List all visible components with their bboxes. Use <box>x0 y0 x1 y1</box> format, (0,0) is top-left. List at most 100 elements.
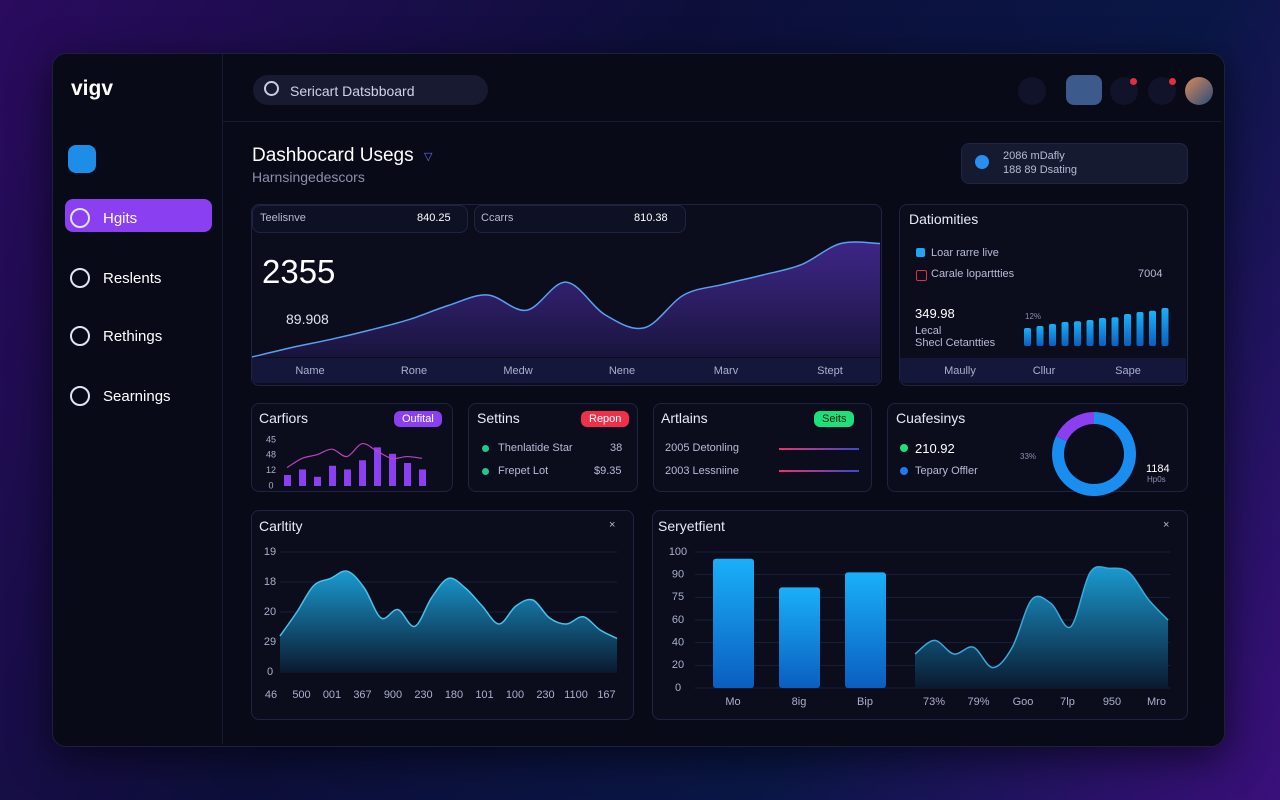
nav-icon <box>70 326 90 346</box>
status-icon <box>975 155 989 169</box>
line <box>286 443 423 469</box>
x-tick-label: Mro <box>1147 696 1166 708</box>
x-tick-label: Cllur <box>1033 365 1056 377</box>
dot <box>900 444 908 452</box>
y-tick-label: 48 <box>266 450 276 460</box>
bar <box>845 572 886 688</box>
bar <box>1161 308 1169 346</box>
search-box[interactable] <box>253 75 488 105</box>
y-tick-label: 60 <box>672 614 684 626</box>
divider <box>222 54 223 744</box>
bar <box>1124 314 1131 346</box>
legend-swatch <box>916 270 927 281</box>
row-value: 38 <box>610 442 623 454</box>
row-label: 2005 Detonling <box>665 442 740 454</box>
close-button[interactable]: × <box>1163 519 1170 531</box>
bar <box>1086 320 1094 346</box>
bar <box>1036 326 1044 346</box>
big-number: 2355 <box>262 253 336 290</box>
card <box>887 403 1188 492</box>
nav-icon <box>70 268 90 288</box>
y-tick-label: 20 <box>672 659 684 671</box>
nav-item[interactable]: Searnings <box>103 388 171 405</box>
progress <box>779 448 859 450</box>
x-tick-label: 100 <box>506 689 524 701</box>
badge[interactable]: Seits <box>814 411 855 427</box>
x-tick-label: Medw <box>503 365 532 377</box>
y-tick-label: 0 <box>267 666 273 678</box>
row-value: $9.35 <box>594 465 622 477</box>
nav-item[interactable]: Hgits <box>103 210 138 227</box>
panel-label: Lecal <box>915 325 942 337</box>
usage-panel <box>899 204 1188 386</box>
stat-value: 810.38 <box>634 212 668 224</box>
x-tick-label: 950 <box>1103 696 1121 708</box>
logo: vigv <box>71 77 114 100</box>
nav-item[interactable]: Rethings <box>103 328 163 345</box>
bar <box>299 469 306 486</box>
upload-button[interactable] <box>1066 75 1102 105</box>
home-button[interactable] <box>1018 77 1046 105</box>
x-tick-label: 180 <box>445 689 463 701</box>
dot <box>482 445 489 452</box>
bar <box>1049 324 1056 346</box>
area-line <box>251 241 881 358</box>
page-subtitle: Harnsingedescors <box>252 169 365 185</box>
y-tick-label: 100 <box>669 546 687 558</box>
x-tick-label: 1100 <box>564 689 588 701</box>
bar <box>1099 318 1106 346</box>
status-line: 2086 mDafly <box>1003 150 1065 162</box>
status-card[interactable] <box>961 143 1188 184</box>
bar <box>779 587 820 688</box>
nav-icon <box>70 386 90 406</box>
legend-entry: Loar rarre live <box>931 247 999 259</box>
x-tick-label: 230 <box>414 689 432 701</box>
bar <box>1136 312 1144 346</box>
bar <box>404 463 411 486</box>
x-tick-label: 167 <box>597 689 615 701</box>
legend-value: 7004 <box>1138 268 1163 280</box>
badge[interactable]: Oufital <box>394 411 442 427</box>
donut-note: Hp0s <box>1147 475 1166 484</box>
x-tick-label: Nene <box>609 365 635 377</box>
bar <box>419 469 426 486</box>
title-caret[interactable]: ▽ <box>424 151 433 163</box>
x-tick-label: Sape <box>1115 365 1141 377</box>
donut-segment <box>1056 412 1095 442</box>
bar <box>1149 310 1156 346</box>
x-tick-label: 79% <box>967 696 989 708</box>
x-tick-label: 73% <box>923 696 945 708</box>
x-tick-label: 46 <box>265 689 277 701</box>
badge[interactable]: Repon <box>581 411 630 427</box>
avatar[interactable] <box>1185 77 1213 105</box>
x-tick-label: Rone <box>401 365 427 377</box>
panel-label: Shecl Cetantties <box>915 337 996 349</box>
area <box>280 570 617 672</box>
donut-segment <box>1052 412 1136 496</box>
nav-item[interactable]: Reslents <box>103 270 162 287</box>
x-tick-label: 230 <box>536 689 554 701</box>
bar <box>389 453 396 486</box>
stat-box <box>474 205 686 233</box>
bar <box>329 465 336 486</box>
sidebar-icon[interactable] <box>68 145 96 173</box>
divider <box>222 121 1222 122</box>
stat-value: 840.25 <box>417 212 451 224</box>
x-tick-label: Bip <box>857 696 873 708</box>
y-tick-label: 12 <box>266 465 276 475</box>
panel-big: 349.98 <box>915 306 955 321</box>
nav-icon <box>70 208 90 228</box>
card-title: Settins <box>477 410 520 426</box>
area-line <box>279 570 618 640</box>
y-tick-label: 18 <box>264 576 276 588</box>
close-button[interactable]: × <box>609 519 616 531</box>
x-tick-label: Maully <box>944 365 976 377</box>
bar <box>284 474 291 486</box>
donut-pct: 33% <box>1020 452 1037 461</box>
x-tick-label: Name <box>295 365 324 377</box>
legend-swatch <box>916 248 925 257</box>
bar <box>1074 321 1081 346</box>
dot <box>900 467 908 475</box>
area-line <box>914 565 1169 669</box>
